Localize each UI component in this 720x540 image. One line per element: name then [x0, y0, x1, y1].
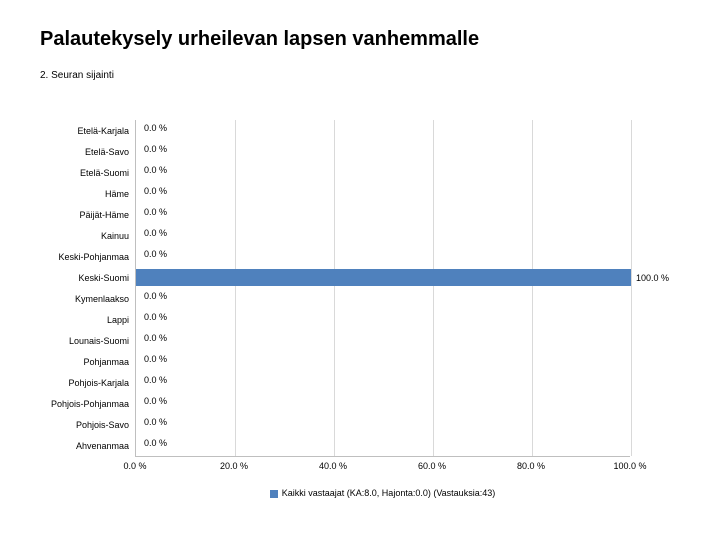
chart-row: Keski-Suomi 100.0 % [0, 267, 720, 288]
bar-track: 0.0 % [135, 330, 630, 351]
chart-row: Etelä-Savo 0.0 % [0, 141, 720, 162]
bar-track: 0.0 % [135, 435, 630, 456]
chart-row: Ahvenanmaa 0.0 % [0, 435, 720, 456]
bar-track: 0.0 % [135, 162, 630, 183]
value-label: 0.0 % [140, 291, 167, 301]
bar-chart: Etelä-Karjala0.0 %Etelä-Savo0.0 %Etelä-S… [0, 120, 720, 498]
legend-swatch [270, 490, 278, 498]
category-label: Päijät-Häme [0, 210, 135, 220]
bar-track: 0.0 % [135, 204, 630, 225]
category-label: Pohjois-Savo [0, 420, 135, 430]
value-label: 0.0 % [140, 333, 167, 343]
value-label: 0.0 % [140, 144, 167, 154]
value-label: 0.0 % [140, 207, 167, 217]
category-label: Keski-Suomi [0, 273, 135, 283]
category-label: Lounais-Suomi [0, 336, 135, 346]
page-title: Palautekysely urheilevan lapsen vanhemma… [40, 28, 479, 51]
value-label: 0.0 % [140, 123, 167, 133]
category-label: Pohjanmaa [0, 357, 135, 367]
category-label: Pohjois-Pohjanmaa [0, 399, 135, 409]
value-label: 0.0 % [140, 186, 167, 196]
bar-track: 0.0 % [135, 372, 630, 393]
legend-text: Kaikki vastaajat (KA:8.0, Hajonta:0.0) (… [282, 488, 495, 498]
bar-track: 0.0 % [135, 393, 630, 414]
bar-track [135, 267, 630, 288]
value-label: 0.0 % [140, 249, 167, 259]
category-label: Etelä-Savo [0, 147, 135, 157]
chart-row: Kainuu 0.0 % [0, 225, 720, 246]
bar [136, 269, 631, 286]
value-label: 100.0 % [630, 273, 669, 283]
chart-row: Kymenlaakso 0.0 % [0, 288, 720, 309]
bar-track: 0.0 % [135, 225, 630, 246]
bar-track: 0.0 % [135, 351, 630, 372]
chart-row: Pohjois-Savo 0.0 % [0, 414, 720, 435]
chart-row: Etelä-Karjala 0.0 % [0, 120, 720, 141]
category-label: Keski-Pohjanmaa [0, 252, 135, 262]
x-axis: 0.0 %20.0 %40.0 %60.0 %80.0 %100.0 % [135, 456, 630, 474]
chart-row: Pohjois-Karjala 0.0 % [0, 372, 720, 393]
category-label: Etelä-Karjala [0, 126, 135, 136]
bar-track: 0.0 % [135, 288, 630, 309]
category-label: Häme [0, 189, 135, 199]
chart-row: Päijät-Häme 0.0 % [0, 204, 720, 225]
axis-tick-label: 80.0 % [517, 461, 545, 471]
chart-row: Lounais-Suomi 0.0 % [0, 330, 720, 351]
value-label: 0.0 % [140, 354, 167, 364]
category-label: Pohjois-Karjala [0, 378, 135, 388]
chart-row: Etelä-Suomi 0.0 % [0, 162, 720, 183]
category-label: Kymenlaakso [0, 294, 135, 304]
axis-tick-label: 60.0 % [418, 461, 446, 471]
bar-track: 0.0 % [135, 183, 630, 204]
chart-row: Pohjanmaa 0.0 % [0, 351, 720, 372]
value-label: 0.0 % [140, 312, 167, 322]
category-label: Etelä-Suomi [0, 168, 135, 178]
axis-tick-label: 100.0 % [613, 461, 646, 471]
bar-track: 0.0 % [135, 120, 630, 141]
axis-tick-label: 40.0 % [319, 461, 347, 471]
chart-row: Pohjois-Pohjanmaa 0.0 % [0, 393, 720, 414]
category-label: Ahvenanmaa [0, 441, 135, 451]
bar-track: 0.0 % [135, 414, 630, 435]
axis-tick-label: 20.0 % [220, 461, 248, 471]
value-label: 0.0 % [140, 438, 167, 448]
bar-track: 0.0 % [135, 246, 630, 267]
chart-row: Keski-Pohjanmaa 0.0 % [0, 246, 720, 267]
value-label: 0.0 % [140, 165, 167, 175]
bar-track: 0.0 % [135, 309, 630, 330]
chart-row: Häme 0.0 % [0, 183, 720, 204]
chart-legend: Kaikki vastaajat (KA:8.0, Hajonta:0.0) (… [135, 488, 630, 498]
value-label: 0.0 % [140, 396, 167, 406]
category-label: Lappi [0, 315, 135, 325]
value-label: 0.0 % [140, 228, 167, 238]
question-title: 2. Seuran sijainti [40, 70, 114, 81]
category-label: Kainuu [0, 231, 135, 241]
chart-row: Lappi 0.0 % [0, 309, 720, 330]
value-label: 0.0 % [140, 417, 167, 427]
value-label: 0.0 % [140, 375, 167, 385]
axis-tick-label: 0.0 % [123, 461, 146, 471]
bar-track: 0.0 % [135, 141, 630, 162]
